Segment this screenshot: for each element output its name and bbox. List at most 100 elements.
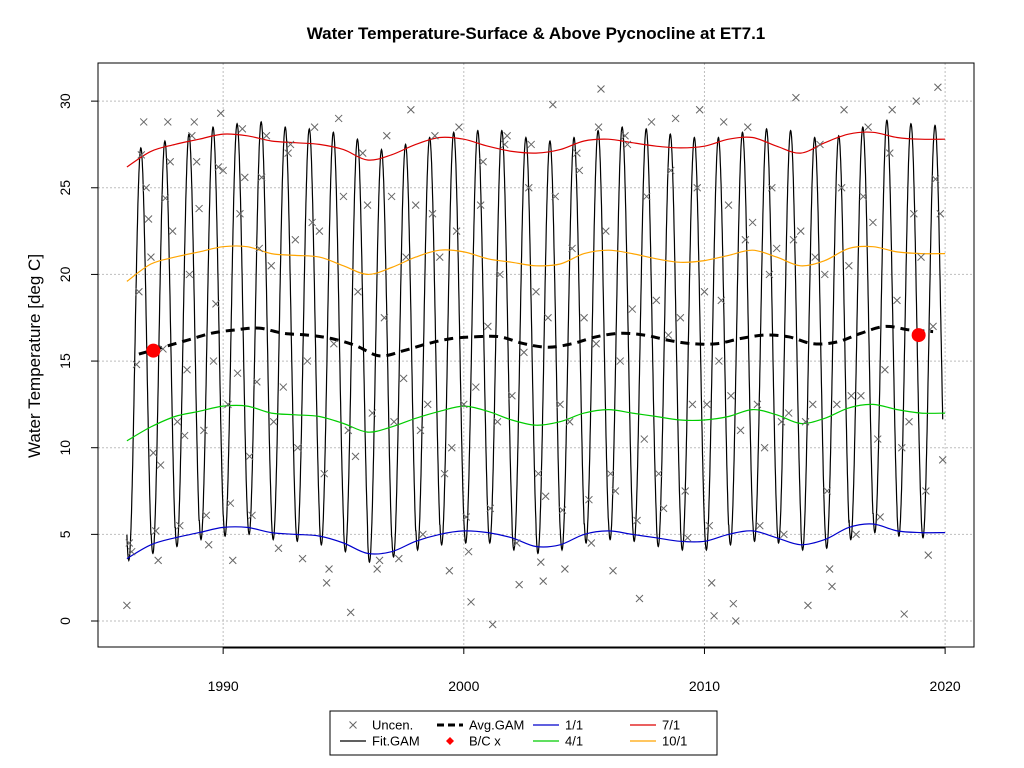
uncen-point — [269, 417, 278, 426]
y-tick-label: 20 — [57, 266, 73, 282]
uncen-point — [303, 357, 312, 365]
y-tick-label: 30 — [57, 93, 73, 109]
uncen-point — [284, 149, 292, 157]
uncen-point — [905, 417, 913, 426]
uncen-point — [320, 469, 329, 478]
uncensored-points — [123, 83, 947, 629]
uncen-point — [192, 157, 201, 166]
uncen-point — [707, 579, 716, 587]
uncen-point — [628, 305, 637, 313]
uncen-point — [731, 617, 740, 625]
uncen-point — [724, 201, 733, 209]
uncen-point — [647, 118, 656, 126]
uncen-point — [825, 565, 834, 573]
uncen-point — [859, 192, 868, 201]
uncen-point — [544, 313, 552, 322]
uncen-point — [484, 322, 492, 331]
uncen-point — [556, 400, 564, 409]
uncen-point — [149, 449, 158, 457]
uncen-point — [934, 83, 942, 92]
uncen-point — [373, 565, 382, 573]
uncen-point — [382, 131, 391, 140]
uncen-point — [828, 582, 836, 591]
uncen-point — [188, 131, 196, 140]
uncen-point — [212, 300, 220, 308]
uncen-point — [565, 417, 574, 426]
uncen-point — [214, 163, 223, 171]
uncen-point — [419, 530, 427, 539]
legend-symbol-point — [446, 737, 454, 745]
uncen-point — [681, 487, 690, 495]
bc-point — [911, 328, 926, 343]
series-7-1 — [126, 131, 946, 168]
uncen-point — [693, 183, 702, 192]
y-tick-label: 25 — [57, 180, 73, 196]
uncen-point — [717, 296, 726, 305]
uncen-point — [715, 357, 723, 365]
uncen-point — [154, 556, 163, 565]
uncen-point — [380, 313, 389, 322]
uncen-point — [695, 105, 704, 114]
uncen-point — [811, 253, 820, 261]
x-axis: 1990 2000 2010 2020 — [208, 647, 961, 694]
uncen-point — [156, 461, 165, 469]
uncen-point — [267, 261, 276, 270]
x-tick-label: 2000 — [448, 678, 479, 694]
y-tick-label: 10 — [57, 440, 73, 456]
uncen-point — [226, 499, 235, 508]
uncen-point — [204, 540, 213, 549]
series-1-1 — [126, 523, 946, 560]
uncen-point — [173, 417, 182, 426]
uncen-point — [168, 227, 177, 235]
uncen-point — [344, 426, 353, 435]
uncen-point — [358, 149, 367, 157]
y-axis-label: Water Temperature [deg C] — [25, 254, 44, 458]
legend-item-p10_1: 10/1 — [630, 734, 687, 749]
legend-item-bc: B/C x — [446, 734, 501, 749]
uncen-point — [224, 400, 232, 409]
uncen-point — [852, 530, 860, 539]
uncen-point — [462, 513, 471, 521]
uncen-point — [551, 192, 560, 201]
uncen-point — [539, 577, 548, 586]
uncen-point — [816, 140, 824, 149]
uncen-point — [423, 400, 432, 409]
uncen-point — [508, 391, 516, 400]
uncen-point — [580, 313, 588, 322]
uncen-point — [664, 331, 673, 339]
uncen-point — [255, 244, 264, 253]
uncen-point — [248, 511, 256, 520]
uncen-point — [416, 426, 425, 435]
uncen-point — [784, 409, 793, 417]
uncen-point — [748, 218, 757, 227]
y-tick-label: 15 — [57, 353, 73, 369]
uncen-point — [700, 287, 709, 296]
uncen-point — [322, 579, 331, 587]
uncen-point — [936, 209, 945, 218]
uncen-point — [640, 435, 649, 443]
uncen-point — [125, 539, 134, 547]
uncen-point — [789, 235, 798, 244]
uncen-point — [308, 218, 317, 227]
uncen-point — [190, 118, 199, 126]
legend-item-p4_1: 4/1 — [533, 734, 583, 749]
legend-label: 4/1 — [565, 734, 583, 749]
uncen-point — [452, 227, 461, 235]
uncen-point — [496, 270, 504, 279]
uncen-point — [527, 140, 536, 149]
uncen-point — [132, 360, 141, 369]
uncen-point — [611, 487, 620, 495]
uncen-point — [623, 140, 632, 149]
uncen-point — [575, 166, 584, 175]
uncen-point — [394, 554, 403, 563]
uncen-point — [601, 227, 610, 235]
series-avg-gam — [138, 324, 934, 358]
legend-label: 7/1 — [662, 718, 680, 733]
uncen-point — [515, 580, 524, 589]
uncen-point — [900, 610, 909, 618]
y-axis: 0 5 10 15 20 25 30 — [57, 93, 99, 625]
uncen-point — [857, 391, 865, 400]
uncen-point — [180, 431, 189, 440]
uncen-point — [464, 547, 473, 556]
